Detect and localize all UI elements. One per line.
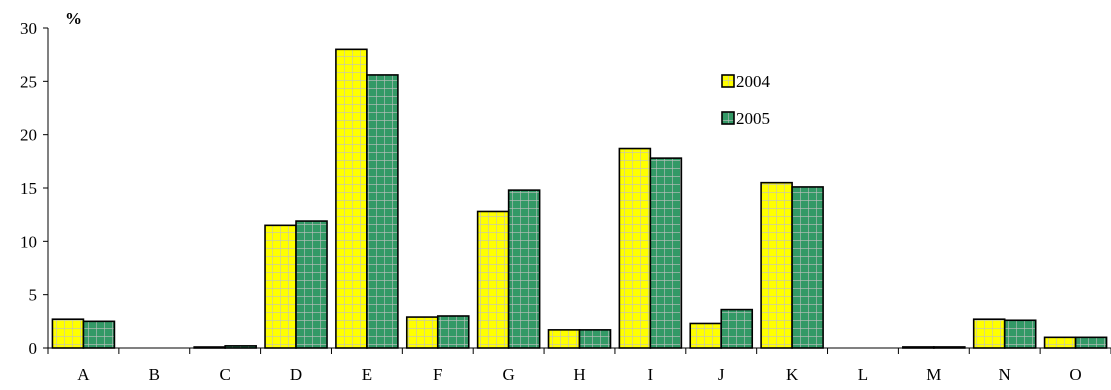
bar-2005-D <box>295 220 328 349</box>
bar-2005-E <box>366 74 399 349</box>
bar-2004-M <box>902 346 935 349</box>
bar-2004-H <box>547 329 581 349</box>
y-tick-label: 25 <box>20 72 37 91</box>
bar-2005-C <box>224 345 257 349</box>
x-tick-label: J <box>718 365 725 384</box>
x-tick-label: H <box>573 365 585 384</box>
bar-2005-O <box>1074 336 1108 349</box>
legend-swatch-2004 <box>721 74 735 88</box>
x-tick-label: N <box>999 365 1011 384</box>
y-tick-label: 15 <box>20 179 37 198</box>
bar-2004-O <box>1043 336 1077 349</box>
y-axis-unit-label: % <box>65 9 82 28</box>
bar-2004-G <box>476 210 510 349</box>
y-tick-label: 5 <box>29 286 38 305</box>
bar-2004-C <box>193 346 226 349</box>
bar-2005-J <box>720 308 754 349</box>
bar-2005-M <box>933 346 966 349</box>
bar-2004-A <box>51 318 85 349</box>
bar-2004-E <box>335 48 368 349</box>
x-tick-label: B <box>149 365 160 384</box>
bar-2004-N <box>972 318 1006 349</box>
x-tick-label: C <box>219 365 230 384</box>
bar-2004-D <box>264 224 297 349</box>
x-tick-label: L <box>858 365 868 384</box>
y-tick-label: 10 <box>20 232 37 251</box>
bar-2005-N <box>1003 319 1037 349</box>
x-tick-label: F <box>433 365 442 384</box>
bar-2005-I <box>649 157 683 349</box>
bar-2005-A <box>82 320 116 349</box>
x-axis-ticks: A B C D E F G H I J K L M N O <box>47 348 1111 384</box>
legend: 2004 2005 <box>721 72 771 128</box>
x-tick-label: G <box>502 365 514 384</box>
x-tick-label: O <box>1069 365 1081 384</box>
x-tick-label: M <box>926 365 941 384</box>
x-tick-label: K <box>786 365 799 384</box>
bar-2004-F <box>405 316 439 349</box>
bar-series <box>51 48 1108 349</box>
bar-2004-K <box>760 181 793 349</box>
y-tick-label: 30 <box>20 19 37 38</box>
y-tick-label: 0 <box>29 339 38 358</box>
y-tick-label: 20 <box>20 126 37 145</box>
bar-2004-J <box>689 322 723 349</box>
bar-2005-H <box>578 329 612 349</box>
legend-label-2004: 2004 <box>736 72 771 91</box>
x-tick-label: E <box>362 365 372 384</box>
x-tick-label: A <box>77 365 90 384</box>
bar-2005-G <box>507 189 541 349</box>
legend-label-2005: 2005 <box>736 109 770 128</box>
bar-2005-F <box>436 315 470 349</box>
bar-2004-I <box>618 147 652 349</box>
y-axis-ticks: 0 5 10 15 20 25 30 <box>20 19 48 358</box>
x-tick-label: D <box>290 365 302 384</box>
legend-swatch-2005 <box>721 111 735 125</box>
bar-2005-K <box>791 186 824 349</box>
x-tick-label: I <box>648 365 654 384</box>
